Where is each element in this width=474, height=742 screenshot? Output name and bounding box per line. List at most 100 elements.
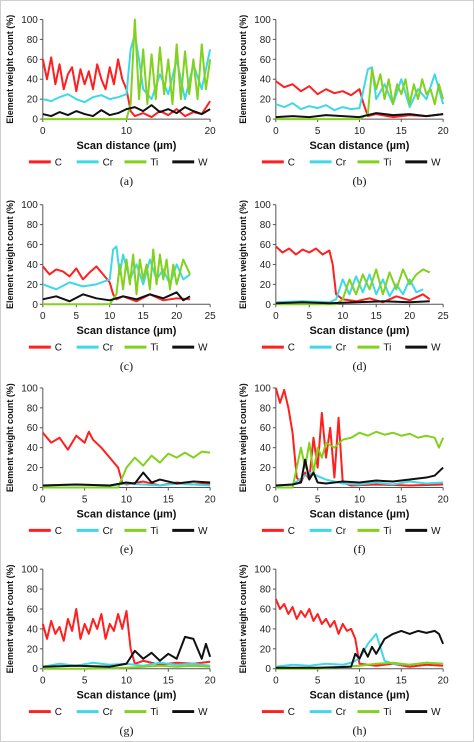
chart-panel: 0 20 40 60 80 100 0 5 10 15 20 Element weight count… bbox=[5, 383, 216, 556]
x-tick-label: 20 bbox=[404, 311, 416, 322]
y-tick-label: 40 bbox=[27, 75, 39, 86]
legend-label: Cr bbox=[336, 343, 347, 354]
x-tick-label: 15 bbox=[396, 494, 408, 505]
legend-label: C bbox=[55, 526, 62, 537]
y-tick-label: 0 bbox=[265, 115, 271, 126]
y-tick-label: 0 bbox=[265, 664, 271, 675]
y-tick-label: 80 bbox=[27, 585, 39, 596]
x-axis-label: Scan distance (µm) bbox=[310, 508, 410, 520]
legend-label: W bbox=[198, 526, 208, 537]
series-line-ti bbox=[42, 664, 211, 670]
x-tick-label: 15 bbox=[163, 676, 175, 687]
y-tick-label: 40 bbox=[260, 443, 272, 454]
legend-label: Ti bbox=[383, 707, 391, 718]
series-line-w bbox=[42, 471, 211, 487]
y-tick-label: 20 bbox=[27, 463, 39, 474]
x-tick-label: 0 bbox=[40, 676, 46, 687]
y-tick-label: 100 bbox=[21, 15, 38, 26]
x-tick-label: 20 bbox=[205, 126, 217, 137]
legend-label: Cr bbox=[103, 157, 114, 168]
legend-label: Ti bbox=[383, 157, 391, 168]
x-tick-label: 10 bbox=[354, 676, 366, 687]
y-tick-label: 20 bbox=[260, 95, 272, 106]
x-tick-label: 5 bbox=[315, 126, 321, 137]
series-line-cr bbox=[275, 471, 444, 487]
series-line-w bbox=[42, 635, 212, 668]
panel-caption: (f) bbox=[354, 542, 366, 556]
panel-caption: (a) bbox=[120, 174, 133, 188]
y-tick-label: 40 bbox=[27, 624, 39, 635]
panel-caption: (g) bbox=[120, 723, 134, 737]
y-tick-label: 60 bbox=[27, 55, 39, 66]
y-axis-label: Element weight count (%) bbox=[238, 564, 248, 673]
y-tick-label: 60 bbox=[260, 55, 272, 66]
x-tick-label: 0 bbox=[273, 494, 279, 505]
y-tick-label: 60 bbox=[27, 240, 39, 251]
x-axis-label: Scan distance (µm) bbox=[77, 325, 177, 337]
chart-panel: 0 20 40 60 80 100 0 5 10 15 20 Element weight count… bbox=[238, 564, 449, 737]
y-tick-label: 20 bbox=[260, 463, 272, 474]
chart-panel: 0 20 40 60 80 100 0 5 10 15 20 Element weight count… bbox=[238, 383, 449, 556]
y-tick-label: 60 bbox=[260, 423, 272, 434]
x-tick-label: 5 bbox=[82, 676, 88, 687]
y-axis-label: Element weight count (%) bbox=[5, 564, 15, 673]
series-line-c bbox=[275, 80, 444, 119]
y-tick-label: 100 bbox=[254, 565, 271, 576]
y-axis-label: Element weight count (%) bbox=[238, 200, 248, 309]
y-tick-label: 80 bbox=[260, 403, 272, 414]
x-tick-label: 10 bbox=[337, 311, 349, 322]
series-line-ti bbox=[42, 248, 191, 306]
x-tick-label: 0 bbox=[40, 311, 46, 322]
legend-label: W bbox=[431, 526, 441, 537]
legend-label: W bbox=[431, 707, 441, 718]
x-axis-label: Scan distance (µm) bbox=[310, 140, 410, 152]
y-tick-label: 40 bbox=[27, 260, 39, 271]
series-line-ti bbox=[42, 450, 211, 489]
y-tick-label: 100 bbox=[254, 383, 271, 394]
legend-label: W bbox=[431, 157, 441, 168]
legend-label: C bbox=[288, 707, 295, 718]
series-line-w bbox=[275, 458, 444, 487]
legend-label: C bbox=[55, 343, 62, 354]
x-tick-label: 5 bbox=[315, 676, 321, 687]
y-tick-label: 100 bbox=[254, 15, 271, 26]
x-tick-label: 10 bbox=[354, 126, 366, 137]
panel-caption: (c) bbox=[120, 359, 133, 373]
legend-label: Ti bbox=[150, 707, 158, 718]
y-tick-label: 20 bbox=[27, 280, 39, 291]
legend-label: W bbox=[198, 707, 208, 718]
y-tick-label: 100 bbox=[254, 200, 271, 211]
legend-label: C bbox=[288, 343, 295, 354]
y-tick-label: 60 bbox=[260, 240, 272, 251]
x-tick-label: 20 bbox=[205, 676, 217, 687]
legend-label: Cr bbox=[336, 526, 347, 537]
legend-label: W bbox=[198, 157, 208, 168]
y-tick-label: 80 bbox=[260, 585, 272, 596]
legend-label: Ti bbox=[383, 343, 391, 354]
legend-label: Ti bbox=[150, 526, 158, 537]
y-tick-label: 60 bbox=[260, 604, 272, 615]
legend-label: Cr bbox=[103, 526, 114, 537]
y-tick-label: 0 bbox=[265, 483, 271, 494]
legend-label: C bbox=[55, 157, 62, 168]
y-tick-label: 100 bbox=[21, 565, 38, 576]
x-tick-label: 20 bbox=[438, 494, 450, 505]
series-line-w bbox=[275, 300, 430, 305]
y-tick-label: 0 bbox=[32, 115, 38, 126]
legend-label: Cr bbox=[336, 707, 347, 718]
y-tick-label: 20 bbox=[27, 644, 39, 655]
x-tick-label: 10 bbox=[121, 126, 133, 137]
legend-label: Cr bbox=[336, 157, 347, 168]
y-axis-label: Element weight count (%) bbox=[5, 383, 15, 492]
x-tick-label: 5 bbox=[82, 494, 88, 505]
panel-caption: (e) bbox=[120, 542, 133, 556]
x-tick-label: 15 bbox=[396, 676, 408, 687]
y-tick-label: 40 bbox=[260, 75, 272, 86]
chart-panel: 0 20 40 60 80 100 0 5 10 15 20 Element weight count… bbox=[5, 564, 216, 737]
series-line-c bbox=[41, 56, 211, 119]
legend-label: W bbox=[431, 343, 441, 354]
y-tick-label: 20 bbox=[260, 644, 272, 655]
chart-panel: 0 20 40 60 80 100 0 5 10 15 20 25 Element weight cou… bbox=[5, 200, 216, 373]
y-tick-label: 60 bbox=[27, 423, 39, 434]
x-tick-label: 15 bbox=[138, 311, 150, 322]
